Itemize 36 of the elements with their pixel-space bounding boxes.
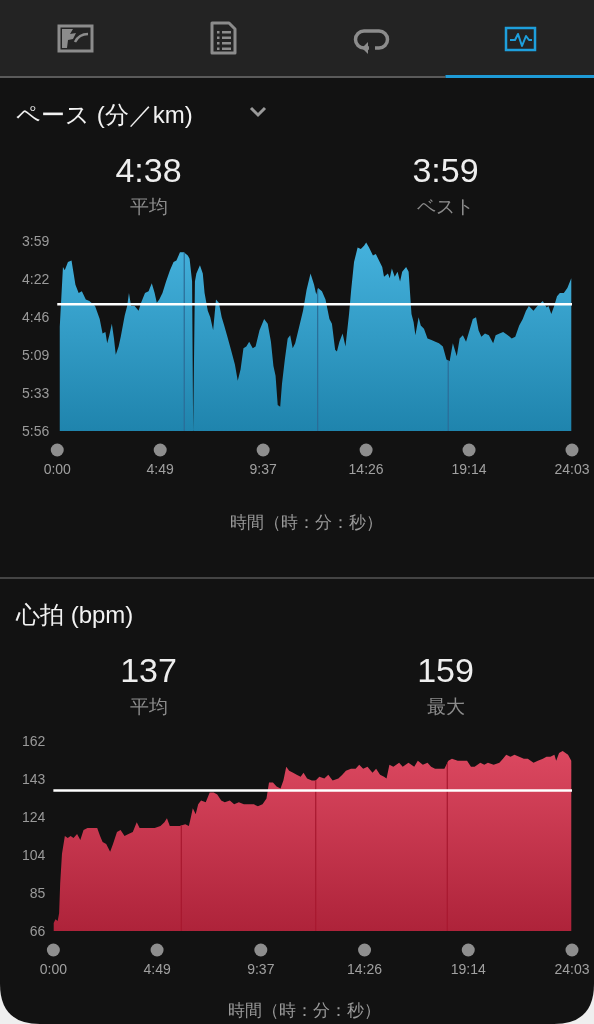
x-tick-label: 19:14 bbox=[451, 461, 487, 477]
x-tick-label: 0:00 bbox=[39, 961, 68, 977]
text: 平均 bbox=[129, 195, 168, 217]
x-tick-label: 24:03 bbox=[554, 961, 590, 977]
text: 3:59 bbox=[412, 151, 479, 189]
text: 159 bbox=[417, 651, 474, 689]
y-tick-label: 104 bbox=[22, 847, 46, 863]
y-tick-label: 5:56 bbox=[22, 423, 50, 439]
y-tick-label: 4:46 bbox=[22, 309, 50, 325]
x-tick-label: 9:37 bbox=[249, 461, 277, 477]
y-tick-label: 143 bbox=[22, 771, 46, 787]
x-tick-label: 0:00 bbox=[43, 461, 72, 477]
text: 平均 bbox=[129, 695, 168, 717]
text: 4:38 bbox=[115, 151, 182, 189]
y-tick-label: 5:09 bbox=[22, 347, 50, 363]
x-axis-title: 時間（時：分：秒） bbox=[228, 1000, 382, 1020]
text: 最大 bbox=[426, 695, 465, 717]
x-tick-label: 24:03 bbox=[554, 461, 590, 477]
x-tick-label: 19:14 bbox=[450, 961, 486, 977]
y-tick-label: 124 bbox=[22, 809, 46, 825]
y-tick-label: 5:33 bbox=[22, 385, 50, 401]
y-tick-label: 85 bbox=[29, 885, 46, 901]
x-axis-title: 時間（時：分：秒） bbox=[230, 512, 384, 532]
y-tick-label: 3:59 bbox=[22, 233, 50, 249]
text: 137 bbox=[120, 651, 177, 689]
y-tick-label: 162 bbox=[22, 733, 46, 749]
y-tick-label: 4:22 bbox=[22, 271, 50, 287]
y-tick-label: 66 bbox=[29, 923, 46, 939]
x-tick-label: 4:49 bbox=[143, 961, 171, 977]
chart-title: 心拍 (bpm) bbox=[15, 600, 134, 628]
x-tick-label: 4:49 bbox=[146, 461, 175, 477]
chart-title: ペース (分／km) bbox=[16, 100, 193, 128]
x-tick-label: 14:26 bbox=[348, 461, 384, 477]
text: ベスト bbox=[417, 195, 474, 217]
x-tick-label: 14:26 bbox=[347, 961, 383, 977]
x-tick-label: 9:37 bbox=[247, 961, 275, 977]
